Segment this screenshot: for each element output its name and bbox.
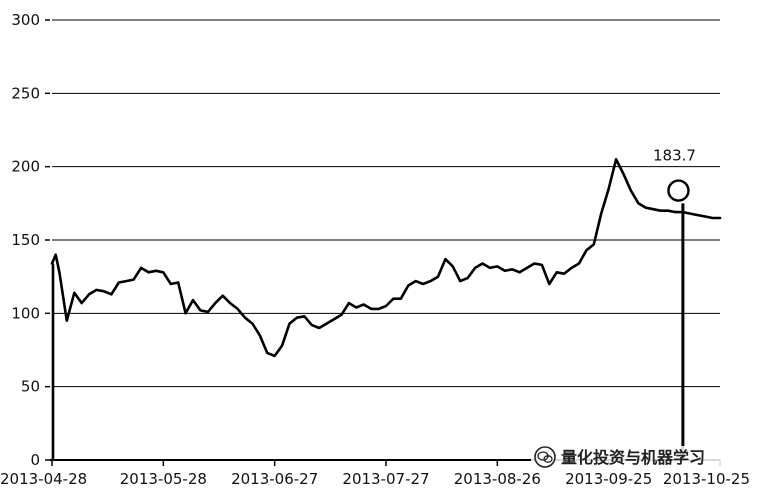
watermark-text: 量化投资与机器学习 [561,448,705,467]
y-tick-label: 300 [11,11,40,29]
series-group [50,158,722,460]
x-tick-label: 2013-05-28 [120,470,207,488]
x-tick-label: 2013-07-27 [342,470,429,488]
x-tick-label: 2013-09-25 [565,470,652,488]
annotation-label: 183.7 [653,147,696,165]
x-tick-label: 2013-06-27 [231,470,318,488]
y-tick-label: 250 [11,84,40,102]
x-tick-label: 2013-10-25 [663,470,750,488]
y-tick-label: 0 [30,451,40,469]
y-tick-label: 50 [21,378,40,396]
series-line-0 [50,158,722,358]
watermark: 量化投资与机器学习 [531,446,731,468]
watermark-background [531,446,731,468]
y-tick-label: 150 [11,231,40,249]
x-axis-ticks: 2013-04-28 2013-05-28 2013-06-27 2013-07-27… [0,460,750,488]
y-tick-label: 100 [11,304,40,322]
annotation-marker [667,179,690,202]
x-tick-label: 2013-08-26 [454,470,541,488]
wechat-icon [534,446,556,468]
annotations: 183.7 [653,147,696,202]
y-axis-ticks: 0 50 100 150 200 250 300 [11,11,50,469]
gridlines [52,19,720,388]
y-tick-label: 200 [11,158,40,176]
x-tick-label: 2013-04-28 [0,470,87,488]
